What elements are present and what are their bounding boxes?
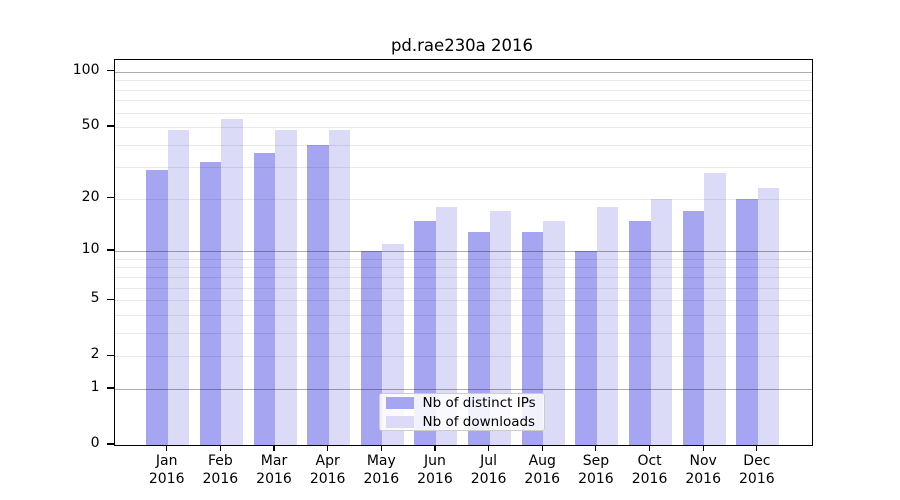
x-tick-mark-apr bbox=[327, 445, 329, 451]
bar-downloads-jun bbox=[435, 206, 458, 445]
y-tick-label-100: 100 bbox=[72, 61, 100, 78]
x-tick-label-feb: Feb 2016 bbox=[202, 453, 239, 487]
x-tick-label-dec: Dec 2016 bbox=[739, 453, 775, 487]
y-tick-mark-50 bbox=[106, 125, 114, 127]
y-tick-label-1: 1 bbox=[90, 378, 100, 395]
legend-label-distinct-ips: Nb of distinct IPs bbox=[422, 394, 536, 411]
x-tick-mark-may bbox=[380, 445, 382, 451]
x-tick-mark-oct bbox=[648, 445, 651, 451]
x-tick-label-nov: Nov 2016 bbox=[685, 453, 721, 487]
bar-distinct-ips-sep bbox=[575, 251, 597, 445]
legend-swatch-distinct-ips bbox=[385, 396, 414, 409]
y-tick-mark-5 bbox=[106, 298, 114, 300]
bar-distinct-ips-nov bbox=[682, 211, 705, 445]
x-tick-mark-sep bbox=[595, 445, 597, 451]
legend-label-downloads: Nb of downloads bbox=[422, 413, 536, 430]
legend-swatch-downloads bbox=[385, 415, 414, 428]
bar-distinct-ips-oct bbox=[629, 220, 651, 445]
x-tick-mark-jun bbox=[434, 445, 436, 451]
bar-downloads-apr bbox=[328, 130, 351, 445]
x-tick-mark-dec bbox=[756, 445, 758, 451]
legend: Nb of distinct IPs Nb of downloads bbox=[378, 393, 545, 431]
x-tick-label-sep: Sep 2016 bbox=[578, 453, 614, 487]
chart-title: pd.rae230a 2016 bbox=[390, 36, 534, 55]
x-tick-mark-aug bbox=[541, 445, 543, 451]
legend-item-distinct-ips: Nb of distinct IPs bbox=[385, 394, 538, 411]
bar-distinct-ips-apr bbox=[307, 144, 329, 445]
x-tick-label-may: May 2016 bbox=[363, 453, 400, 487]
x-tick-mark-jan bbox=[166, 445, 168, 451]
y-tick-mark-20 bbox=[106, 197, 114, 199]
x-tick-label-mar: Mar 2016 bbox=[256, 453, 292, 487]
bar-distinct-ips-jun bbox=[414, 220, 436, 445]
bar-downloads-oct bbox=[650, 198, 673, 445]
x-tick-mark-jul bbox=[488, 445, 490, 451]
bar-distinct-ips-dec bbox=[736, 198, 758, 445]
y-tick-mark-1 bbox=[106, 387, 114, 389]
y-tick-mark-0 bbox=[106, 443, 114, 445]
x-tick-label-apr: Apr 2016 bbox=[309, 453, 346, 487]
bar-downloads-jan bbox=[167, 130, 190, 445]
bar-downloads-mar bbox=[275, 130, 297, 445]
y-tick-label-20: 20 bbox=[81, 188, 100, 205]
x-tick-mark-mar bbox=[273, 445, 275, 451]
y-tick-label-10: 10 bbox=[81, 241, 100, 258]
y-tick-label-2: 2 bbox=[90, 346, 100, 363]
legend-item-downloads: Nb of downloads bbox=[385, 413, 538, 430]
x-tick-label-oct: Oct 2016 bbox=[631, 453, 668, 487]
x-tick-label-jun: Jun 2016 bbox=[417, 453, 453, 487]
y-tick-label-50: 50 bbox=[81, 117, 100, 134]
bar-downloads-nov bbox=[704, 172, 726, 445]
x-tick-mark-feb bbox=[219, 445, 221, 451]
bar-downloads-dec bbox=[757, 188, 780, 445]
bar-distinct-ips-feb bbox=[199, 162, 222, 445]
bar-downloads-feb bbox=[221, 119, 243, 445]
y-tick-label-5: 5 bbox=[90, 290, 100, 307]
bar-downloads-jul bbox=[489, 211, 512, 445]
x-tick-label-jan: Jan 2016 bbox=[148, 453, 185, 487]
y-tick-mark-2 bbox=[106, 354, 114, 356]
y-tick-mark-10 bbox=[106, 249, 114, 251]
x-tick-label-jul: Jul 2016 bbox=[470, 453, 507, 487]
y-tick-label-0: 0 bbox=[90, 435, 100, 451]
y-tick-mark-100 bbox=[106, 70, 114, 72]
bars-layer bbox=[115, 60, 813, 445]
bar-distinct-ips-aug bbox=[521, 231, 544, 445]
bar-distinct-ips-mar bbox=[253, 153, 275, 445]
x-tick-mark-nov bbox=[702, 445, 704, 451]
bar-distinct-ips-may bbox=[360, 251, 383, 445]
bar-distinct-ips-jan bbox=[146, 169, 168, 445]
bar-distinct-ips-jul bbox=[468, 231, 490, 445]
bar-downloads-aug bbox=[543, 220, 565, 445]
plot-area: Nb of distinct IPs Nb of downloads bbox=[113, 59, 813, 446]
bar-downloads-sep bbox=[596, 206, 619, 445]
x-tick-label-aug: Aug 2016 bbox=[524, 453, 561, 487]
